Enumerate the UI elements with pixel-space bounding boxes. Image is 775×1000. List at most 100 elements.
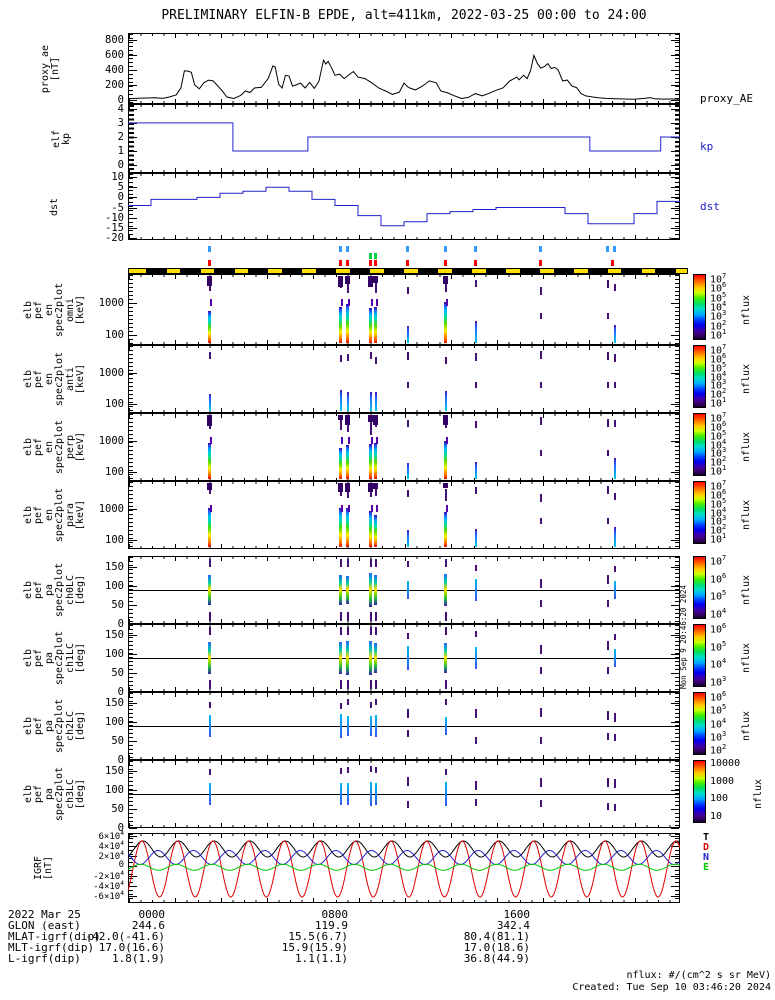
flux-streak-dash xyxy=(475,709,478,719)
flux-streak-dash xyxy=(341,436,344,444)
colorbar-en-omni xyxy=(693,274,706,340)
flux-streak-dash xyxy=(208,680,211,689)
flux-streak xyxy=(207,642,211,674)
night-segment xyxy=(417,269,439,273)
flux-streak-dash xyxy=(346,559,349,567)
colorbar-tick-label-pa-ch0lc: 107 xyxy=(710,554,727,568)
colorbar-tick-label-pa-ch3lc: 10000 xyxy=(710,758,741,769)
flux-streak xyxy=(475,579,478,601)
colorbar-tick-label-en-perp: 102 xyxy=(710,455,727,469)
science-zone-tick-red xyxy=(538,260,542,266)
flux-streak xyxy=(207,442,211,479)
x-major-ticks-top-pa-ch3lc xyxy=(129,761,679,765)
flux-streak-dash xyxy=(539,778,542,788)
y-major-tick-dst xyxy=(129,238,137,239)
flux-streak-dash xyxy=(406,801,409,809)
flux-streak-dash xyxy=(209,298,212,306)
night-segment xyxy=(553,269,574,273)
day-night-bar xyxy=(128,268,688,274)
y-minor-ticks-left-en-para xyxy=(129,482,133,548)
flux-streak-dash xyxy=(475,382,478,389)
flux-streak xyxy=(346,715,349,737)
flux-streak-dash xyxy=(607,418,610,427)
flux-streak-dash xyxy=(444,627,447,635)
y-tick-label-igrf: -6×104 xyxy=(93,890,124,902)
x-minor-ticks-top-en-para xyxy=(129,482,679,484)
colorbar-tick-label-en-omni: 104 xyxy=(710,300,727,314)
colorbar-tick-label-en-perp: 106 xyxy=(710,419,727,434)
x-minor-ticks-bottom-en-para xyxy=(129,546,679,548)
flux-streak xyxy=(369,715,372,737)
y-tick-label-pa-ch2lc: 0 xyxy=(117,754,124,766)
flux-streak xyxy=(207,311,211,343)
y-tick-label-dst: -20 xyxy=(105,232,124,244)
flux-streak-blob xyxy=(442,415,448,425)
y-tick-label-kp: 4 xyxy=(117,103,124,115)
y-minor-ticks-right-en-omni xyxy=(675,275,679,344)
flux-streak-dash xyxy=(444,356,447,364)
science-zone-tick-red xyxy=(610,260,614,266)
flux-streak-dash xyxy=(607,600,610,608)
y-tick-label-pa-ch2lc: 50 xyxy=(111,735,124,747)
x-minor-ticks-top-kp xyxy=(129,105,679,107)
y-major-tick-right-pa-ch3lc xyxy=(671,828,679,829)
colorbar-tick-label-en-omni: 105 xyxy=(710,290,727,304)
flux-streak-blob xyxy=(206,415,212,426)
flux-streak xyxy=(375,782,378,806)
y-tick-label-en-perp: 100 xyxy=(105,466,124,478)
flux-streak-dash xyxy=(475,280,478,288)
science-zone-tick-red xyxy=(374,260,378,266)
ephemeris-row-lshell: L-igrf(dip) 1.8(1.9) 1.1(1.1) 36.8(44.9) xyxy=(8,952,530,965)
flux-streak-blob xyxy=(367,415,373,423)
y-major-tick-proxy-ae xyxy=(129,55,137,56)
colorbar-tick-label-en-para: 101 xyxy=(710,532,727,546)
y-major-tick-right-proxy-ae xyxy=(671,85,679,86)
flux-streak-dash xyxy=(376,298,379,306)
flux-streak-dash xyxy=(445,436,448,444)
flux-streak xyxy=(346,392,349,411)
x-major-ticks-top-en-perp xyxy=(129,414,679,418)
flux-streak xyxy=(369,392,372,411)
panel-frame-igrf xyxy=(128,833,680,903)
flux-streak-dash xyxy=(376,504,379,512)
x-minor-ticks-bottom-pa-ch2lc xyxy=(129,757,679,759)
y-major-tick-right-igrf xyxy=(671,846,679,847)
flux-streak xyxy=(368,443,372,479)
y-major-tick-right-dst xyxy=(671,238,679,239)
flux-streak xyxy=(443,440,447,479)
science-zone-tick-red xyxy=(474,260,478,266)
y-major-tick-right-pa-ch2lc xyxy=(671,722,679,723)
colorbar-tick-label-en-perp: 103 xyxy=(710,446,727,460)
flux-streak-dash xyxy=(613,284,616,292)
flux-streak-dash xyxy=(607,641,610,651)
flux-streak xyxy=(339,447,343,479)
night-segment xyxy=(485,269,507,273)
flux-streak-dash xyxy=(613,633,616,640)
colorbar-unit-label: nflux xyxy=(740,294,752,325)
y-tick-label-pa-ch1lc: 50 xyxy=(111,667,124,679)
proxy-ae-line xyxy=(128,53,680,100)
flux-streak-dash xyxy=(369,421,372,436)
flux-streak-dash xyxy=(346,767,349,774)
colorbar-unit-label: nflux xyxy=(740,574,752,606)
ninety-degree-line-pa-ch2lc xyxy=(129,726,679,727)
flux-streak xyxy=(406,530,409,547)
panel-frame-en-anti xyxy=(128,345,680,413)
panel-frame-kp xyxy=(128,104,680,173)
y-major-tick-igrf xyxy=(129,896,137,897)
flux-streak xyxy=(613,649,616,667)
flux-streak xyxy=(345,507,349,547)
y-major-tick-right-kp xyxy=(671,165,679,166)
flux-streak-dash xyxy=(444,559,447,567)
flux-streak-dash xyxy=(406,632,409,639)
panel-frame-pa-ch0lc xyxy=(128,556,680,624)
flux-streak-dash xyxy=(369,627,372,635)
colorbar-tick-label-pa-ch0lc: 105 xyxy=(710,589,727,603)
igrf-legend-E: E xyxy=(703,862,710,873)
y-major-tick-right-kp xyxy=(671,123,679,124)
flux-streak xyxy=(345,303,349,343)
y-major-tick-right-pa-ch2lc xyxy=(671,741,679,742)
colorbar-tick-label-pa-ch3lc: 1000 xyxy=(710,775,735,787)
y-major-tick-igrf xyxy=(129,856,137,857)
y-major-tick-right-pa-ch2lc xyxy=(671,703,679,704)
